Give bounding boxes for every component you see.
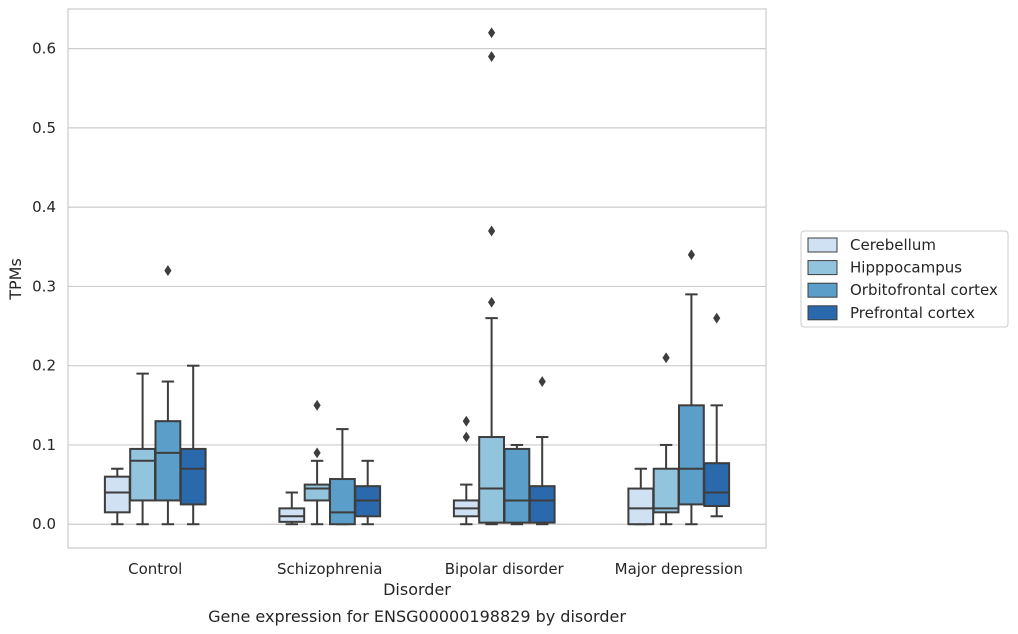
outlier-point [462, 431, 470, 443]
box [179, 447, 207, 506]
legend-label: Prefrontal cortex [850, 304, 975, 322]
outlier-point [462, 415, 470, 427]
box [129, 447, 156, 502]
outlier-point [487, 225, 496, 237]
x-axis-label: Disorder [383, 580, 451, 599]
box [703, 462, 731, 507]
outlier-point [538, 376, 546, 387]
outlier-point [662, 352, 670, 364]
outlier-point [713, 312, 721, 324]
x-tick-labels: Control Schizophrenia Bipolar disorder Majo… [128, 560, 743, 578]
box-group [627, 467, 655, 526]
box-group [652, 352, 680, 526]
box [678, 404, 705, 506]
x-tick-label: Bipolar disorder [445, 560, 565, 578]
outlier-point [313, 447, 321, 459]
legend-swatch [807, 282, 838, 298]
figure-caption: Gene expression for ENSG00000198829 by d… [208, 607, 626, 626]
y-tick-label: 0.1 [32, 436, 56, 454]
outlier-point [313, 399, 321, 411]
y-tick-label: 0.4 [32, 198, 56, 216]
plot-frame [67, 8, 767, 549]
box-group [303, 399, 331, 526]
box-group [452, 415, 480, 526]
box [329, 478, 356, 526]
outlier-point [487, 27, 496, 39]
box [528, 485, 556, 524]
x-tick-label: Schizophrenia [277, 560, 382, 578]
box-group [129, 372, 156, 526]
y-axis-label: TPMs [6, 258, 25, 301]
box [503, 447, 531, 524]
legend-frame [800, 230, 1009, 328]
box-group [528, 376, 556, 526]
box-group [103, 467, 131, 526]
x-tick-label: Control [128, 560, 182, 578]
legend-swatch [807, 237, 838, 253]
y-tick-label: 0.6 [32, 40, 56, 58]
y-tick-label: 0.5 [32, 119, 56, 137]
y-tick-label: 0.2 [32, 357, 56, 375]
box-group [179, 364, 207, 526]
outlier-point [687, 249, 696, 261]
box [154, 420, 182, 502]
box-group [503, 443, 531, 526]
gridlines [68, 48, 766, 525]
box [103, 475, 131, 514]
box-group [154, 265, 182, 526]
box-group [478, 27, 505, 526]
outlier-point [487, 51, 496, 62]
legend-swatch [807, 260, 838, 276]
box [478, 436, 505, 524]
legend-swatch [807, 305, 838, 321]
box [278, 507, 306, 523]
box-group [678, 249, 705, 526]
y-tick-label: 0.3 [32, 277, 56, 295]
y-tick-label: 0.0 [32, 515, 56, 533]
box-group [278, 491, 306, 526]
legend: Cerebellum Hipppocampus Orbitofrontal cort… [800, 230, 1009, 328]
legend-items: Cerebellum Hipppocampus Orbitofrontal cort… [807, 236, 998, 322]
box [303, 483, 331, 502]
legend-label: Cerebellum [850, 236, 936, 254]
y-tick-labels: 0.0 0.1 0.2 0.3 0.4 0.5 0.6 [32, 40, 56, 534]
x-tick-label: Major depression [615, 560, 743, 578]
box [652, 467, 680, 514]
legend-label: Orbitofrontal cortex [850, 281, 998, 299]
box [627, 487, 655, 526]
legend-label: Hipppocampus [850, 259, 962, 277]
box-groups [103, 27, 731, 526]
box-group [329, 428, 356, 526]
box-group [354, 459, 382, 526]
box-group [703, 312, 731, 518]
outlier-point [487, 296, 496, 308]
outlier-point [164, 265, 172, 276]
